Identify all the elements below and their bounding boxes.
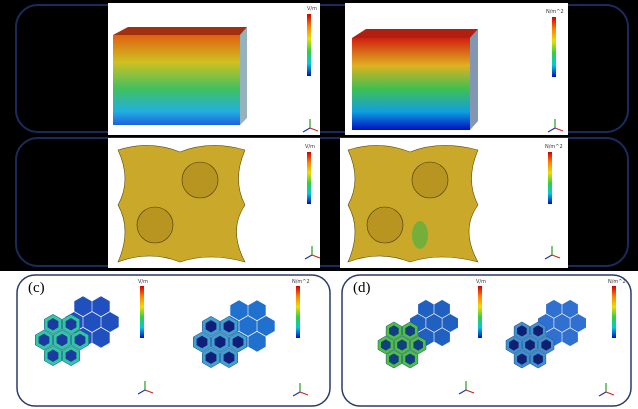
lattice [347,145,479,263]
honeycomb-depth [554,314,570,332]
axis-triad [598,391,607,397]
axis-triad [547,127,556,133]
unit-label: V/m [138,279,148,285]
unit-label: V/m [476,279,486,285]
honeycomb-depth [562,328,578,347]
honeycomb-depth [434,299,450,318]
honeycomb-depth [83,312,101,332]
axis-triad [292,391,301,397]
row-frame [15,4,629,133]
honeycomb-hole [525,339,535,351]
honeycomb-hole [38,333,50,347]
honeycomb-hole [389,325,399,337]
colorbar [307,152,311,204]
colorbar [552,17,556,77]
honeycomb-hole [65,318,77,331]
axis-triad [302,127,311,133]
honeycomb-hole [381,339,391,351]
honeycomb-depth [434,328,450,347]
axis-triad [299,391,309,396]
honeycomb-hole [47,349,59,362]
honeycomb-depth [239,316,257,336]
axis-triad [465,389,475,394]
panel-label: (d) [353,280,371,296]
colorbar [307,14,311,76]
unit-label: N/m^2 [608,279,626,285]
unit-label: N/m^2 [546,9,564,15]
axis-triad [144,389,154,394]
honeycomb-hole [509,339,519,351]
honeycomb-depth [92,296,110,317]
honeycomb-depth [248,331,266,352]
honeycomb-depth [248,300,266,321]
honeycomb-hole [205,320,217,333]
honeycomb-hole [405,353,415,365]
honeycomb-hole [541,339,551,351]
axis-triad [544,254,553,260]
unit-label: V/m [307,6,317,12]
honeycomb-depth [546,299,562,318]
row-frame [15,137,629,267]
colorbar [478,286,482,338]
honeycomb-depth [92,327,110,348]
honeycomb-depth [418,299,434,318]
honeycomb-hole [56,333,68,347]
panel-label: (c) [28,280,45,296]
honeycomb-hole [223,351,235,364]
axis-triad [304,254,313,260]
honeycomb-hole [214,335,226,349]
honeycomb-depth [101,312,119,332]
colorbar [140,286,144,338]
honeycomb-hole [232,335,244,349]
honeycomb-hole [74,333,86,347]
colorbar [612,286,616,338]
honeycomb-hole [397,339,407,351]
axis-triad [605,391,615,396]
axis-triad [137,389,146,395]
honeycomb-hole [517,353,527,365]
honeycomb-hole [205,351,217,364]
honeycomb-hole [389,353,399,365]
cube [113,27,247,125]
colorbar [296,286,300,338]
unit-label: N/m^2 [292,279,310,285]
honeycomb-depth [442,314,458,332]
honeycomb-hole [533,353,543,365]
cube [352,29,478,130]
axis-triad [554,127,564,132]
honeycombs [35,119,615,397]
axis-triad [551,254,561,259]
honeycomb-hole [65,349,77,362]
honeycomb-depth [426,314,442,332]
honeycomb-depth [74,296,92,317]
axis-triad [311,254,321,259]
honeycomb-depth [570,314,586,332]
honeycomb-hole [533,325,543,337]
honeycomb-depth [230,300,248,321]
honeycomb-depth [562,299,578,318]
honeycomb-hole [517,325,527,337]
lattice [117,145,246,263]
colorbar [548,152,552,204]
unit-label: V/m [305,144,315,150]
honeycomb-hole [413,339,423,351]
honeycomb-hole [196,335,208,349]
honeycomb-hole [47,318,59,331]
honeycomb-depth [257,316,275,336]
honeycomb-hole [405,325,415,337]
honeycomb-hole [223,320,235,333]
axis-triad [458,389,467,395]
axis-triad [309,127,319,132]
unit-label: N/m^2 [545,144,563,150]
